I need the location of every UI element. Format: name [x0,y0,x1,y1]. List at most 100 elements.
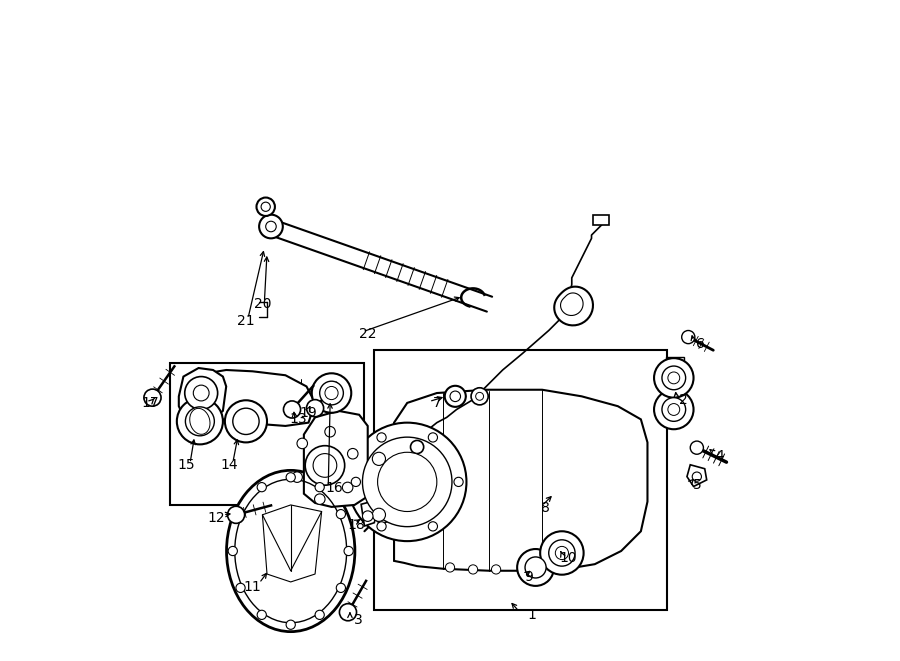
Circle shape [144,389,161,407]
Circle shape [468,565,478,574]
Circle shape [307,400,324,416]
Text: 18: 18 [347,518,365,531]
Circle shape [654,358,694,398]
Circle shape [428,433,437,442]
Circle shape [347,448,358,459]
Circle shape [236,510,245,519]
Text: 8: 8 [541,501,550,515]
Circle shape [257,483,266,492]
Circle shape [184,377,218,409]
Circle shape [348,422,466,541]
Circle shape [654,390,694,429]
Polygon shape [554,287,593,325]
Circle shape [286,473,295,482]
Text: 6: 6 [696,336,705,351]
Circle shape [491,565,500,574]
Circle shape [446,563,454,572]
Circle shape [292,472,302,483]
Polygon shape [388,390,647,570]
Circle shape [668,404,680,415]
Text: 22: 22 [359,327,376,341]
Polygon shape [371,503,394,525]
Circle shape [236,583,245,592]
Circle shape [410,440,424,453]
Circle shape [266,221,276,232]
Text: 21: 21 [237,313,255,328]
Text: 15: 15 [178,459,195,473]
Circle shape [315,483,324,492]
Circle shape [373,508,385,522]
Text: 17: 17 [141,396,159,410]
Circle shape [305,446,345,485]
Text: 7: 7 [433,396,441,410]
Polygon shape [593,215,609,225]
Circle shape [445,386,466,407]
Circle shape [284,401,301,418]
Circle shape [233,408,259,434]
Circle shape [286,620,295,629]
Text: 11: 11 [244,580,261,594]
Bar [170,364,364,505]
Text: 19: 19 [300,406,318,420]
Circle shape [549,540,575,566]
Circle shape [337,583,346,592]
Circle shape [297,438,308,449]
Circle shape [259,215,283,239]
Polygon shape [361,502,378,526]
Circle shape [342,482,353,492]
Text: 10: 10 [560,551,577,564]
Circle shape [313,453,337,477]
Circle shape [351,477,361,486]
Circle shape [681,330,695,344]
Polygon shape [179,368,226,421]
Circle shape [194,385,209,401]
Circle shape [363,437,452,527]
Text: 3: 3 [354,613,362,627]
Circle shape [228,506,245,524]
Circle shape [320,381,344,405]
Circle shape [314,494,325,504]
Circle shape [555,547,569,560]
Circle shape [476,393,483,401]
Text: 13: 13 [290,412,308,426]
Circle shape [662,398,686,421]
Circle shape [373,452,385,465]
Circle shape [692,472,701,481]
Circle shape [315,610,324,619]
Text: 12: 12 [208,511,225,525]
Circle shape [337,510,346,519]
Circle shape [428,522,437,531]
Circle shape [229,547,238,556]
Circle shape [518,549,554,586]
Circle shape [256,198,274,216]
Circle shape [540,531,583,574]
Polygon shape [371,447,394,469]
Circle shape [668,372,680,384]
Text: 9: 9 [525,570,534,584]
Circle shape [176,399,223,444]
Circle shape [525,557,546,578]
Circle shape [662,366,686,390]
Circle shape [311,373,351,412]
Circle shape [261,202,270,212]
Circle shape [377,522,386,531]
Text: 14: 14 [220,459,238,473]
Circle shape [471,388,488,405]
Text: 1: 1 [527,608,536,622]
Polygon shape [687,465,707,486]
Text: 4: 4 [716,449,724,463]
Text: 5: 5 [692,478,701,492]
Circle shape [225,401,267,442]
Bar [374,350,667,610]
Circle shape [378,452,436,512]
Text: 2: 2 [680,393,688,407]
Circle shape [325,426,336,437]
Circle shape [325,387,338,400]
Text: 16: 16 [326,481,344,496]
Circle shape [454,477,464,486]
Ellipse shape [227,471,355,632]
Text: 20: 20 [254,297,271,311]
Circle shape [690,441,704,454]
Circle shape [450,391,461,402]
Circle shape [363,511,373,522]
